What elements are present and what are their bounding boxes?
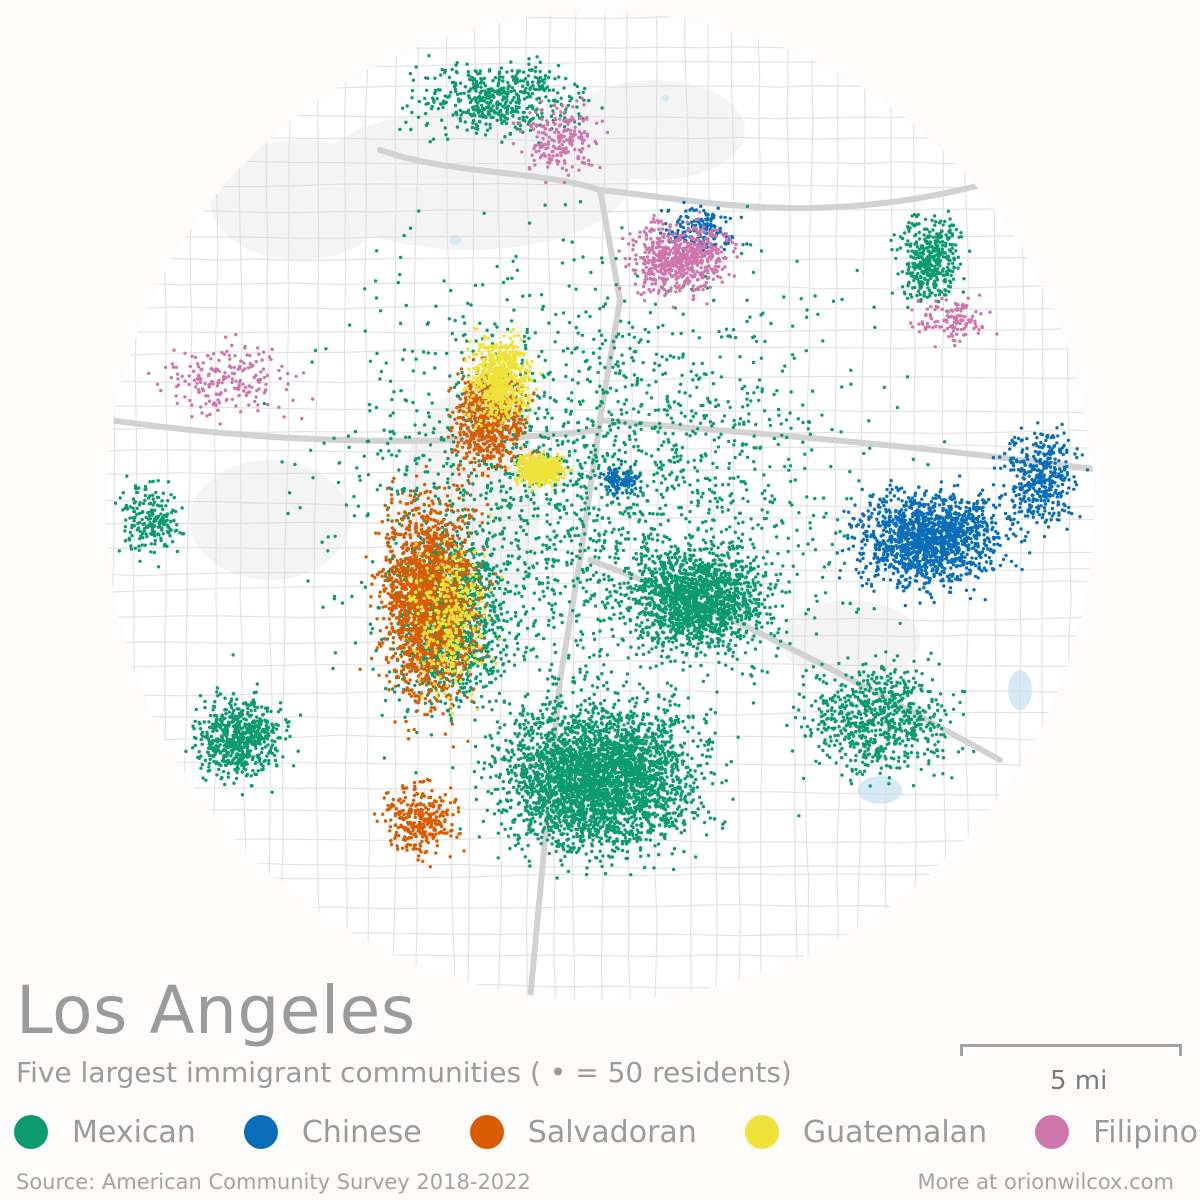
source-note: Source: American Community Survey 2018-2…	[16, 1170, 531, 1194]
legend-swatch-chinese	[243, 1115, 278, 1149]
legend-item-filipino: Filipino	[1035, 1115, 1198, 1150]
scale-bar	[960, 1044, 1182, 1060]
legend-label-filipino: Filipino	[1093, 1114, 1198, 1150]
legend-label-guatemalan: Guatemalan	[802, 1114, 988, 1150]
legend-label-salvadoran: Salvadoran	[527, 1114, 697, 1150]
legend: Mexican Chinese Salvadoran Guatemalan Fi…	[14, 1110, 1198, 1154]
scale-bar-line	[960, 1044, 1182, 1056]
dot-density-map	[106, 12, 1094, 1000]
legend-swatch-salvadoran	[469, 1115, 504, 1149]
legend-item-chinese: Chinese	[243, 1114, 422, 1150]
scale-label: 5 mi	[1050, 1066, 1108, 1096]
resident-dots	[113, 54, 1090, 880]
legend-item-salvadoran: Salvadoran	[469, 1114, 697, 1150]
map-subtitle: Five largest immigrant communities ( • =…	[16, 1056, 792, 1089]
website-credit: More at orionwilcox.com	[917, 1170, 1174, 1194]
legend-swatch-mexican	[14, 1115, 48, 1149]
legend-item-mexican: Mexican	[14, 1115, 196, 1150]
legend-item-guatemalan: Guatemalan	[744, 1114, 988, 1150]
legend-label-chinese: Chinese	[301, 1114, 422, 1150]
map-title: Los Angeles	[16, 972, 416, 1049]
legend-label-mexican: Mexican	[72, 1114, 196, 1150]
legend-swatch-filipino	[1035, 1115, 1070, 1149]
legend-swatch-guatemalan	[744, 1115, 779, 1149]
